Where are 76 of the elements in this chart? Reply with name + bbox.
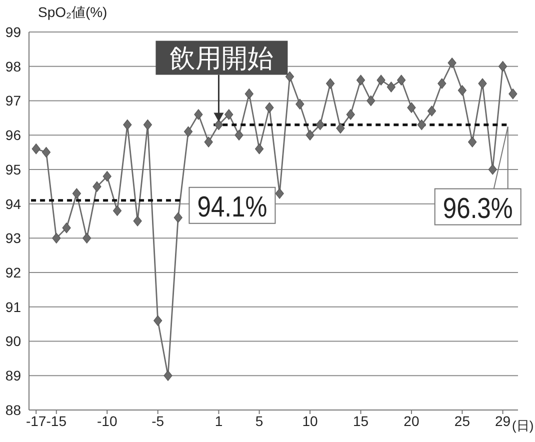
point — [265, 102, 274, 113]
point — [234, 130, 244, 140]
point — [254, 144, 264, 154]
x-tick-label: 20 — [404, 412, 420, 429]
x-tick-label: 1 — [214, 412, 223, 429]
point — [72, 188, 81, 199]
point — [214, 119, 224, 130]
point — [336, 122, 345, 134]
y-tick-label: 92 — [5, 264, 22, 281]
point — [508, 88, 518, 100]
point — [285, 71, 294, 82]
point — [42, 146, 51, 158]
point — [468, 136, 477, 148]
x-tick-label: 29 — [494, 412, 511, 429]
y-tick-label: 88 — [5, 402, 22, 418]
y-tick-label: 91 — [5, 298, 22, 315]
point — [376, 74, 386, 86]
y-tick-label: 90 — [5, 333, 22, 350]
x-axis-title: (日) — [512, 418, 534, 433]
point — [346, 109, 355, 120]
y-tick-label: 93 — [5, 230, 22, 246]
point — [427, 106, 436, 116]
point — [82, 232, 92, 244]
point — [275, 188, 284, 199]
x-tick-label: -15 — [46, 412, 67, 429]
point — [154, 315, 162, 326]
y-tick-label: 99 — [5, 24, 22, 40]
x-tick-label: -5 — [152, 412, 164, 429]
y-tick-label: 97 — [5, 92, 22, 109]
annotation: 96.3% — [442, 192, 513, 224]
x-tick-label: 15 — [352, 412, 369, 429]
point — [123, 119, 132, 130]
point — [407, 102, 416, 113]
point — [498, 61, 508, 72]
y-tick-label: 95 — [5, 161, 22, 178]
point — [92, 181, 102, 192]
point — [133, 216, 142, 226]
point — [244, 88, 254, 100]
point — [417, 119, 426, 130]
point — [316, 119, 324, 130]
x-tick-label: -17 — [26, 412, 46, 429]
point — [184, 126, 193, 137]
point — [194, 109, 203, 120]
point — [478, 78, 487, 89]
point — [306, 130, 314, 140]
point — [458, 85, 466, 96]
point — [296, 98, 304, 110]
y-tick-label: 98 — [5, 58, 22, 74]
point — [397, 74, 406, 86]
annotation: 飲用開始 — [170, 42, 274, 73]
point — [102, 171, 112, 182]
point — [62, 222, 71, 234]
y-tick-label: 96 — [5, 127, 22, 144]
point — [438, 78, 446, 89]
point — [366, 95, 376, 106]
y-tick-label: 94 — [5, 196, 22, 212]
x-tick-label: 5 — [255, 412, 264, 429]
point — [143, 119, 152, 130]
annotation: 94.1% — [197, 190, 268, 223]
y-tick-label: 89 — [5, 368, 22, 384]
point — [204, 136, 213, 148]
x-tick-label: 25 — [454, 412, 470, 429]
point — [112, 205, 122, 216]
point — [356, 74, 366, 86]
y-axis-title: SpO₂値(%) — [38, 4, 108, 22]
point — [448, 58, 456, 68]
point — [386, 82, 396, 92]
point — [164, 370, 172, 381]
point — [52, 232, 61, 244]
x-tick-label: -10 — [97, 412, 118, 429]
point — [326, 78, 335, 89]
point — [488, 164, 497, 175]
point — [224, 109, 234, 120]
point — [174, 212, 182, 223]
x-tick-label: 10 — [302, 412, 318, 429]
point — [32, 144, 40, 154]
